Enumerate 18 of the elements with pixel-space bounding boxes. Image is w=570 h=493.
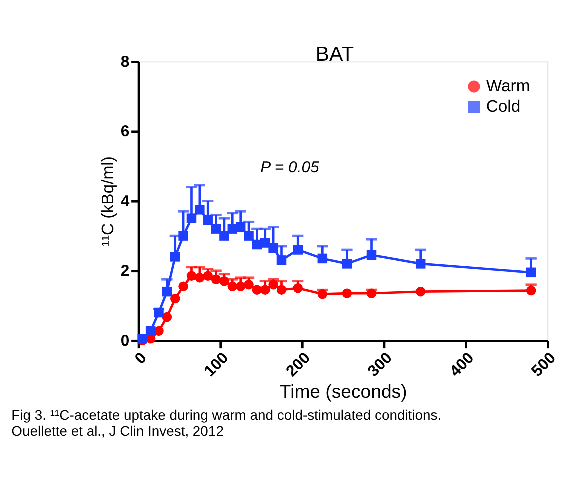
- annotation: P = 0.05: [260, 159, 320, 176]
- legend-label: Warm: [486, 76, 530, 96]
- x-tick-label: 0: [132, 350, 151, 368]
- x-tick-label: 100: [202, 350, 232, 380]
- chart-title: BAT: [316, 42, 355, 66]
- legend-label: Cold: [486, 96, 521, 116]
- x-tick-label: 400: [447, 350, 478, 380]
- x-tick-label: 300: [365, 350, 396, 380]
- y-tick-label: 4: [120, 193, 130, 210]
- x-axis-title: Time (seconds): [280, 381, 408, 402]
- y-tick-label: 2: [120, 263, 130, 280]
- y-tick-label: 0: [120, 332, 130, 350]
- x-tick-label: 200: [283, 350, 314, 380]
- y-tick-label: 6: [120, 124, 130, 141]
- caption: Fig 3. ¹¹C-acetate uptake during warm and cold-stimulated conditions. Ouellette et al., J Clin Invest, 2012: [12, 407, 442, 439]
- y-tick-label: 8: [120, 54, 130, 71]
- y-axis-title: ¹¹C (kBq/ml): [98, 156, 118, 247]
- x-tick-label: 500: [528, 350, 560, 380]
